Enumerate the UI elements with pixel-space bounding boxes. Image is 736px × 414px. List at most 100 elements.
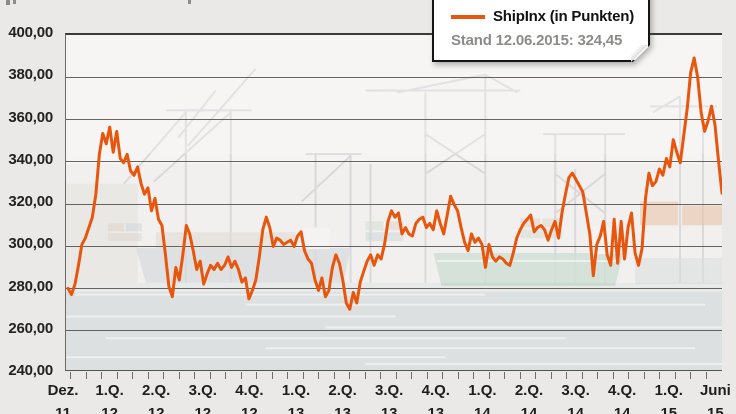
x-year-label: 11 (55, 405, 71, 414)
x-tick (85, 372, 87, 379)
x-quarter-label: 2.Q. (142, 382, 171, 399)
x-tick (147, 372, 149, 379)
x-tick (333, 372, 335, 379)
x-tick (550, 372, 552, 379)
x-tick (349, 372, 350, 379)
x-tick (256, 372, 257, 379)
legend-stand-value: Stand 12.06.2015: 324,45 (451, 32, 623, 49)
x-tick (705, 372, 707, 379)
x-axis-ticks (65, 372, 725, 380)
x-quarter-label: 4.Q. (608, 382, 637, 399)
legend-series-label: ShipInx (in Punkten) (493, 8, 634, 25)
series-color-swatch (451, 15, 485, 19)
y-tick-label: 340,00 (8, 150, 53, 168)
x-tick (194, 372, 195, 379)
x-quarter-label: Dez. (47, 382, 79, 399)
gridline-360 (66, 119, 722, 120)
x-quarter-label: 1.Q. (281, 382, 311, 399)
x-tick (612, 372, 614, 379)
x-tick (628, 372, 629, 379)
plot-area (65, 33, 722, 371)
x-tick (473, 372, 474, 379)
cropped-title-fragment (6, 0, 10, 5)
x-year-label: 13 (287, 405, 305, 414)
x-quarter-label: 1.Q. (468, 382, 497, 399)
x-tick (70, 372, 71, 379)
x-year-label: 14 (474, 405, 491, 414)
y-tick-label: 280,00 (8, 277, 53, 295)
x-tick (488, 372, 490, 379)
x-quarter-label: 4.Q. (235, 382, 264, 399)
cropped-title-fragment (188, 0, 191, 4)
x-quarter-label: 4.Q. (421, 382, 450, 399)
y-tick-label: 240,00 (8, 362, 53, 379)
x-tick (659, 372, 660, 379)
x-tick (442, 372, 443, 379)
x-tick (457, 372, 459, 379)
x-tick (225, 372, 226, 379)
x-quarter-label: 3.Q. (561, 382, 590, 399)
y-tick-label: 400,00 (8, 24, 53, 41)
ship-right (635, 258, 722, 284)
x-year-label: 13 (380, 405, 398, 414)
x-tick (674, 372, 676, 379)
x-year-label: 14 (567, 405, 584, 414)
x-year-label: 12 (101, 405, 118, 414)
x-tick (380, 372, 381, 379)
x-tick (101, 372, 102, 379)
x-quarter-label: 1.Q. (95, 382, 124, 399)
x-tick (302, 372, 304, 379)
shipinx-line-series (66, 56, 722, 311)
legend-note: ShipInx (in Punkten) Stand 12.06.2015: 3… (432, 0, 650, 62)
x-tick (116, 372, 118, 379)
x-quarter-label: Juni (699, 382, 731, 399)
x-year-label: 13 (334, 405, 351, 414)
x-tick (411, 372, 412, 379)
x-tick (178, 372, 180, 379)
x-tick (535, 372, 536, 379)
gridline-340 (66, 161, 722, 163)
x-tick (209, 372, 211, 379)
x-tick (395, 372, 397, 379)
x-tick (163, 372, 164, 379)
orange-containers (640, 201, 722, 226)
x-year-label: 13 (427, 405, 445, 414)
x-tick (271, 372, 273, 379)
x-tick (240, 372, 242, 379)
y-tick-label: 320,00 (8, 193, 53, 210)
gridline-300 (66, 245, 722, 247)
y-tick-label: 300,00 (8, 235, 53, 253)
x-tick (643, 372, 645, 379)
y-tick-label: 260,00 (8, 319, 53, 337)
x-tick (287, 372, 288, 379)
x-quarter-label: 3.Q. (375, 382, 404, 399)
legend-box: ShipInx (in Punkten) Stand 12.06.2015: 3… (432, 0, 650, 62)
gridline-280 (66, 288, 722, 289)
gridline-260 (66, 330, 722, 332)
crane-silhouettes (123, 68, 718, 283)
x-quarter-label: 2.Q. (514, 382, 544, 399)
y-tick-label: 380,00 (8, 66, 53, 84)
y-tick-label: 360,00 (8, 108, 53, 126)
x-tick (597, 372, 598, 379)
x-tick (566, 372, 567, 379)
x-year-label: 14 (613, 405, 631, 414)
x-year-label: 12 (147, 405, 165, 414)
shipinx-line (66, 56, 722, 311)
x-year-label: 14 (520, 405, 538, 414)
cropped-title-fragment (13, 0, 16, 4)
x-year-label: 15 (707, 405, 724, 414)
x-year-label: 15 (660, 405, 678, 414)
x-quarter-label: 3.Q. (188, 382, 217, 399)
x-tick (426, 372, 428, 379)
x-quarter-label: 1.Q. (654, 382, 683, 399)
x-year-label: 12 (241, 405, 258, 414)
gridline-380 (66, 76, 722, 78)
water-streaks (66, 293, 722, 366)
x-tick (581, 372, 583, 379)
x-year-label: 12 (194, 405, 212, 414)
x-tick (690, 372, 691, 379)
gridline-320 (66, 203, 722, 205)
x-tick (504, 372, 505, 379)
harbor-photo-backdrop (66, 35, 722, 370)
